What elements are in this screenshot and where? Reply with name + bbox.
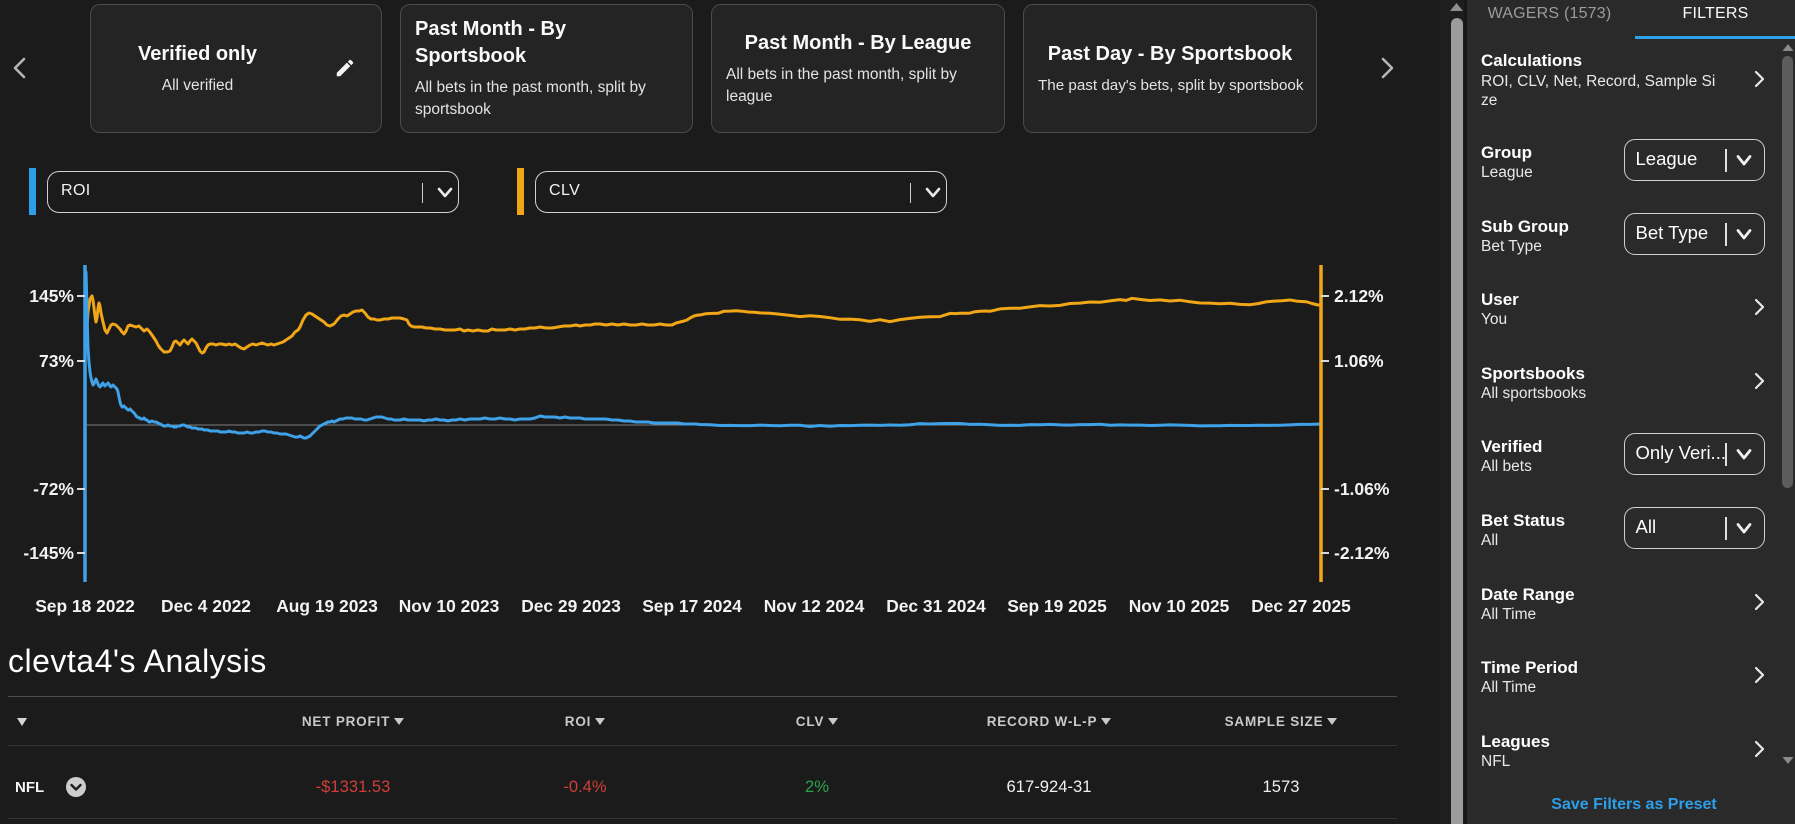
- svg-text:Nov 12 2024: Nov 12 2024: [764, 596, 865, 616]
- svg-text:145%: 145%: [29, 286, 74, 306]
- svg-text:Dec 29 2023: Dec 29 2023: [521, 596, 621, 616]
- svg-text:Sep 17 2024: Sep 17 2024: [642, 596, 742, 616]
- svg-text:Dec 4 2022: Dec 4 2022: [161, 596, 251, 616]
- svg-text:Aug 19 2023: Aug 19 2023: [276, 596, 378, 616]
- svg-text:-2.12%: -2.12%: [1334, 543, 1390, 563]
- svg-text:73%: 73%: [39, 351, 74, 371]
- svg-text:Dec 31 2024: Dec 31 2024: [886, 596, 986, 616]
- svg-text:-1.06%: -1.06%: [1334, 479, 1390, 499]
- svg-text:Nov 10 2025: Nov 10 2025: [1129, 596, 1230, 616]
- svg-text:Nov 10 2023: Nov 10 2023: [399, 596, 500, 616]
- svg-text:Sep 19 2025: Sep 19 2025: [1007, 596, 1107, 616]
- svg-text:-72%: -72%: [33, 479, 74, 499]
- svg-text:2.12%: 2.12%: [1334, 286, 1384, 306]
- svg-text:Dec 27 2025: Dec 27 2025: [1251, 596, 1351, 616]
- svg-text:-145%: -145%: [23, 543, 74, 563]
- svg-text:1.06%: 1.06%: [1334, 351, 1384, 371]
- svg-text:Sep 18 2022: Sep 18 2022: [35, 596, 135, 616]
